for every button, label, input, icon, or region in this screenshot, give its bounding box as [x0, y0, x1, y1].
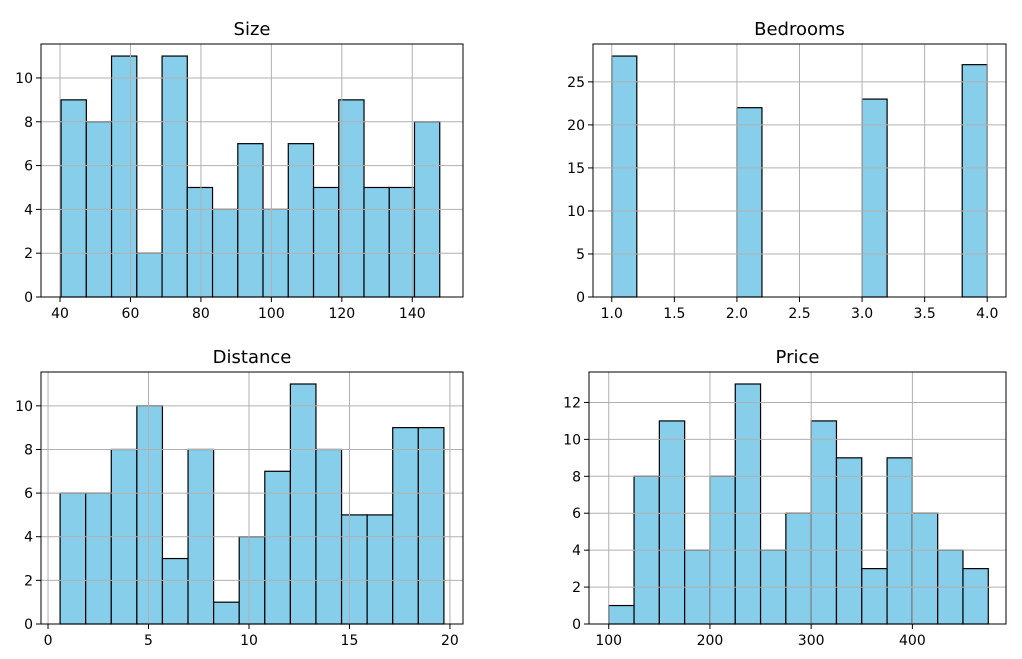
distance-xtick-label: 15: [341, 633, 359, 649]
distance-bar: [161, 557, 189, 625]
size-xtick-label: 140: [399, 306, 426, 322]
bedrooms-bar: [961, 64, 988, 298]
size-bar: [287, 143, 315, 298]
distance-bar: [366, 514, 394, 625]
price-xtick-label: 400: [899, 633, 926, 649]
price-bar: [962, 568, 989, 625]
price-bar: [734, 383, 762, 625]
price-bar: [835, 457, 863, 625]
size-ytick-label: 6: [24, 159, 33, 175]
distance-bar: [417, 427, 445, 625]
bedrooms-bar: [611, 55, 638, 298]
bedrooms-xtick-label: 1.5: [663, 306, 685, 322]
distance-ytick-label: 2: [24, 573, 33, 589]
distance-axes-frame: [40, 371, 464, 625]
size-bar: [110, 55, 138, 298]
size-bar: [363, 186, 390, 298]
distance-ytick-label: 4: [24, 530, 33, 546]
size-bar: [136, 252, 163, 298]
bedrooms-xtick-label: 3.0: [851, 306, 873, 322]
bedrooms-ytick-label: 20: [567, 118, 585, 134]
bedrooms-ytick-label: 10: [567, 204, 585, 220]
size-bar: [237, 143, 264, 298]
size-bar: [186, 186, 214, 298]
size-bar: [388, 186, 416, 298]
distance-subplot: 0 5 10 15 20 0 2 4 6 8 10 Distance: [15, 347, 464, 649]
distance-ytick-label: 8: [24, 442, 33, 458]
distance-xtick-label: 20: [441, 633, 459, 649]
size-bar: [161, 55, 188, 298]
bedrooms-ytick-label: 15: [567, 161, 585, 177]
bedrooms-ytick-label: 0: [576, 290, 585, 306]
price-xtick-label: 300: [798, 633, 825, 649]
price-title: Price: [776, 347, 820, 368]
bedrooms-xtick-label: 3.5: [914, 306, 936, 322]
distance-ytick-label: 6: [24, 486, 33, 502]
price-bar: [911, 512, 939, 625]
bedrooms-ytick-label: 5: [576, 247, 585, 263]
distance-bar: [59, 492, 87, 625]
bedrooms-title: Bedrooms: [754, 19, 845, 40]
price-ytick-label: 2: [572, 580, 581, 596]
size-bar: [312, 186, 340, 298]
bedrooms-bar: [861, 98, 888, 298]
price-bar: [810, 420, 838, 625]
price-ytick-label: 4: [572, 543, 581, 559]
size-xtick-label: 100: [258, 306, 285, 322]
price-ytick-label: 12: [563, 395, 581, 411]
size-ytick-label: 10: [15, 71, 33, 87]
price-ytick-label: 8: [572, 469, 581, 485]
size-axes-frame: [40, 43, 464, 298]
size-xtick-label: 120: [328, 306, 355, 322]
bedrooms-xtick-label: 1.0: [601, 306, 623, 322]
distance-bar: [136, 405, 164, 625]
price-xtick-label: 200: [697, 633, 724, 649]
price-bar: [608, 604, 635, 625]
size-title: Size: [234, 19, 271, 40]
distance-xtick-label: 10: [240, 633, 258, 649]
distance-bar: [340, 514, 368, 625]
bedrooms-xtick-label: 2.5: [788, 306, 810, 322]
price-bar: [861, 568, 888, 625]
size-bar: [338, 99, 365, 298]
price-ytick-label: 10: [563, 432, 581, 448]
bedrooms-bar: [736, 107, 763, 298]
size-bar: [60, 99, 87, 298]
distance-ytick-label: 0: [24, 617, 33, 633]
price-bar: [785, 512, 812, 625]
bedrooms-xtick-label: 4.0: [976, 306, 998, 322]
size-subplot: 40 60 80 100 120 140 0 2 4 6 8 10 Size: [15, 19, 464, 322]
bedrooms-ytick-label: 25: [567, 75, 585, 91]
price-xtick-label: 100: [595, 633, 622, 649]
size-xtick-label: 60: [122, 306, 140, 322]
distance-title: Distance: [213, 347, 292, 368]
distance-xtick-label: 5: [144, 633, 153, 649]
distance-bar: [85, 492, 112, 625]
price-ytick-label: 6: [572, 506, 581, 522]
price-ytick-label: 0: [572, 617, 581, 633]
size-ytick-label: 4: [24, 202, 33, 218]
distance-bar: [264, 470, 291, 625]
price-subplot: 100 200 300 400 0 2 4 6 8 10 12 Price: [563, 347, 1007, 649]
distance-ytick-label: 10: [15, 399, 33, 415]
bedrooms-subplot: 1.0 1.5 2.0 2.5 3.0 3.5 4.0 0 5 10 15 20 25 Bedrooms: [567, 19, 1007, 322]
size-ytick-label: 2: [24, 246, 33, 262]
distance-xtick-label: 0: [44, 633, 53, 649]
size-ytick-label: 0: [24, 290, 33, 306]
price-axes-frame: [588, 371, 1007, 625]
price-bar: [658, 420, 686, 625]
distance-bar: [289, 383, 317, 625]
size-ytick-label: 8: [24, 115, 33, 131]
bedrooms-xtick-label: 2.0: [726, 306, 748, 322]
size-xtick-label: 80: [192, 306, 210, 322]
distance-bar: [392, 427, 419, 625]
distance-bar: [213, 601, 240, 625]
price-bar: [886, 457, 913, 625]
size-xtick-label: 40: [51, 306, 69, 322]
